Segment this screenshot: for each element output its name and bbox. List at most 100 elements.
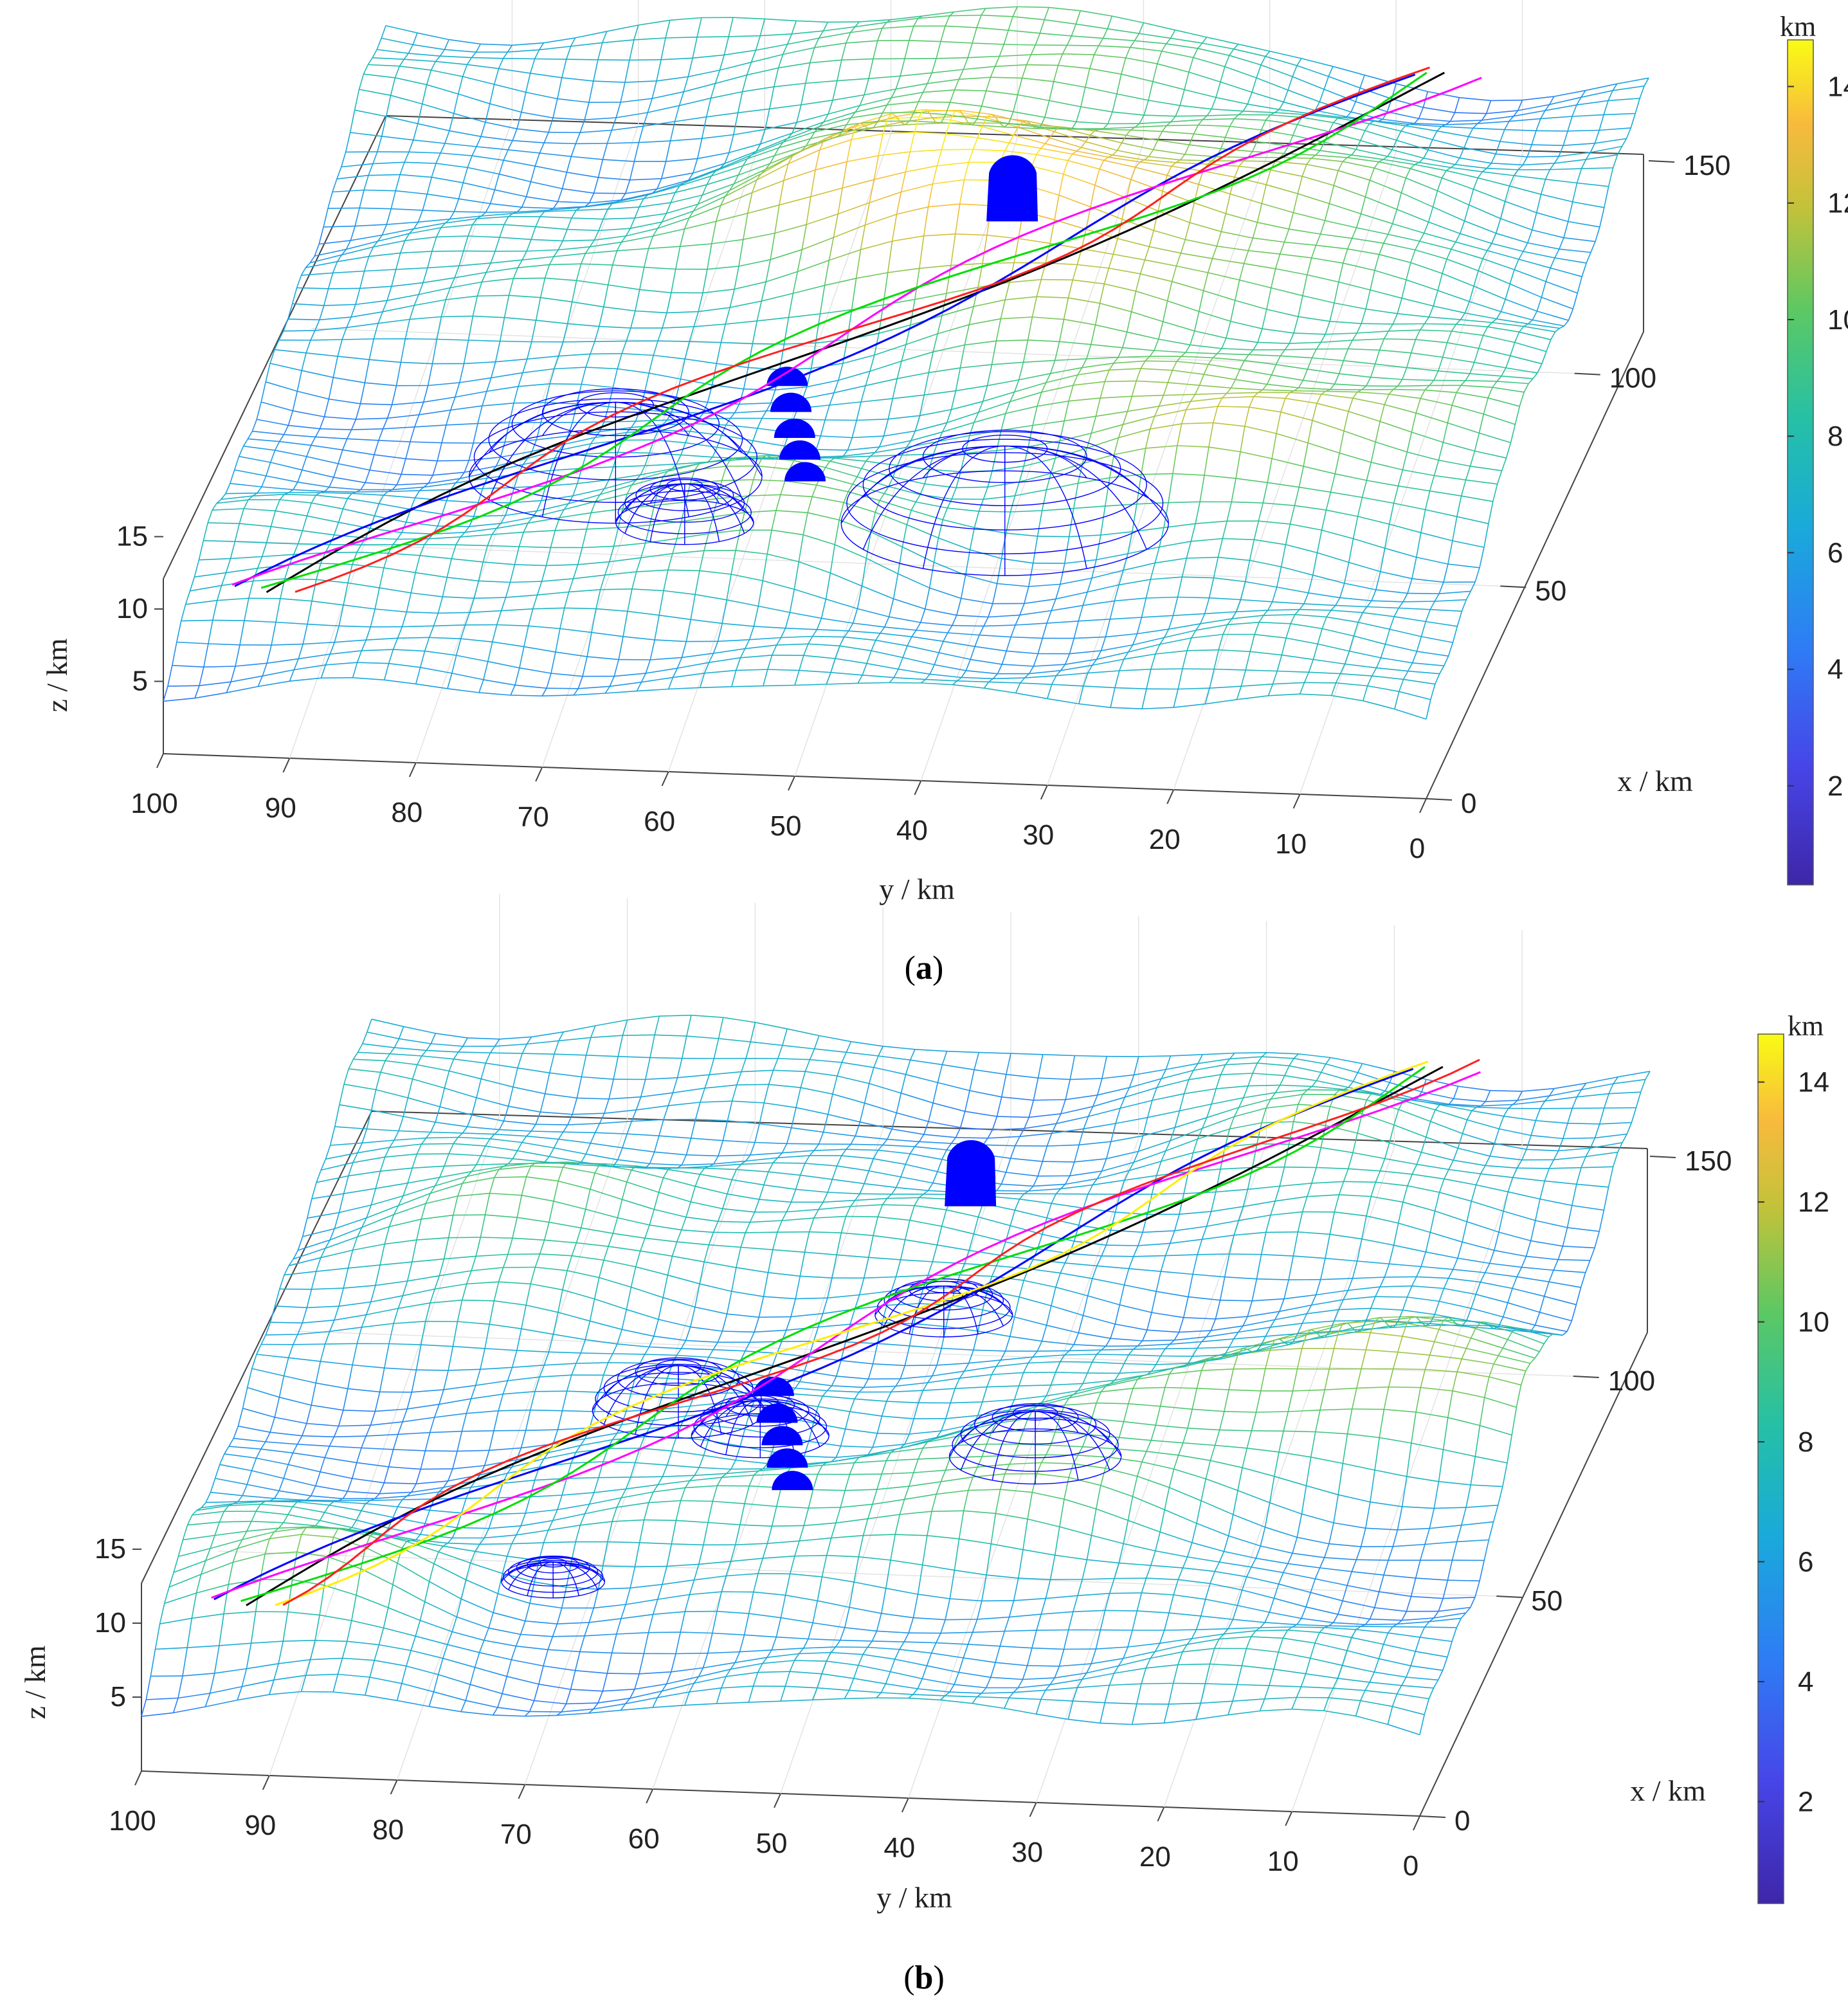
- mesh-line: [919, 608, 926, 623]
- mesh-line: [909, 132, 915, 152]
- mesh-line: [1456, 516, 1489, 525]
- mesh-line: [1245, 651, 1251, 671]
- mesh-line: [714, 69, 721, 84]
- mesh-line: [1344, 651, 1350, 664]
- mesh-line: [580, 129, 612, 133]
- mesh-line: [1346, 111, 1352, 118]
- mesh-line: [350, 311, 383, 318]
- mesh-line: [1451, 167, 1483, 172]
- mesh-line: [1265, 1527, 1298, 1538]
- mesh-line: [799, 669, 831, 673]
- mesh-line: [1108, 154, 1113, 158]
- mesh-line: [1123, 553, 1128, 571]
- mesh-line: [478, 580, 511, 583]
- mesh-line: [1182, 1567, 1215, 1572]
- mesh-line: [1215, 96, 1248, 105]
- mesh-line: [502, 1693, 534, 1702]
- mesh-line: [688, 172, 694, 181]
- mesh-line: [333, 463, 339, 478]
- mesh-line: [850, 26, 856, 33]
- mesh-line: [1049, 360, 1056, 374]
- mesh-line: [342, 1657, 375, 1661]
- mesh-line: [1415, 329, 1421, 340]
- mesh-line: [454, 266, 460, 278]
- mesh-line: [1146, 1664, 1178, 1669]
- mesh-line: [1049, 100, 1082, 107]
- mesh-line: [729, 173, 761, 192]
- mesh-line: [438, 612, 470, 614]
- mesh-line: [1197, 42, 1203, 49]
- mesh-line: [417, 123, 450, 132]
- mesh-line: [794, 684, 827, 686]
- mesh-line: [669, 121, 676, 141]
- mesh-line: [607, 1673, 640, 1675]
- mesh-line: [360, 482, 366, 490]
- mesh-line: [315, 1485, 348, 1492]
- mesh-line: [581, 367, 586, 385]
- mesh-line: [440, 223, 446, 228]
- mesh-line: [855, 104, 887, 113]
- mesh-line: [1166, 166, 1172, 176]
- mesh-line: [815, 339, 847, 344]
- mesh-line: [275, 510, 307, 516]
- mesh-line: [487, 660, 520, 669]
- mesh-line: [1334, 302, 1366, 310]
- mesh-line: [198, 540, 204, 560]
- mesh-line: [337, 256, 369, 262]
- mesh-line: [684, 83, 716, 93]
- mesh-line: [572, 564, 579, 579]
- mesh-line: [422, 385, 429, 403]
- mesh-line: [514, 668, 520, 686]
- mesh-line: [1109, 363, 1114, 370]
- mesh-line: [1001, 651, 1007, 665]
- mesh-line: [384, 679, 416, 685]
- mesh-line: [722, 623, 754, 627]
- mesh-line: [1126, 134, 1158, 141]
- mesh-line: [968, 306, 974, 325]
- mesh-line: [959, 203, 992, 206]
- mesh-line: [955, 367, 961, 391]
- mesh-line: [1554, 248, 1560, 259]
- mesh-line: [507, 1466, 539, 1474]
- mesh-line: [1483, 414, 1516, 425]
- mesh-line: [665, 36, 698, 39]
- mesh-line: [450, 482, 457, 490]
- mesh-line: [411, 1540, 444, 1547]
- mesh-line: [1316, 403, 1349, 412]
- mesh-line: [756, 301, 763, 322]
- mesh-line: [711, 239, 744, 244]
- mesh-line: [1523, 242, 1528, 252]
- mesh-line: [491, 372, 523, 379]
- mesh-line: [505, 582, 511, 598]
- mesh-line: [1402, 671, 1409, 680]
- mesh-line: [363, 73, 395, 78]
- mesh-line: [1501, 457, 1507, 471]
- mesh-line: [794, 1660, 827, 1662]
- mesh-line: [1076, 106, 1082, 122]
- mesh-line: [415, 1635, 448, 1646]
- mesh-line: [855, 118, 888, 127]
- mesh-line: [1490, 99, 1523, 102]
- mesh-line: [242, 1531, 275, 1540]
- mesh-line: [274, 340, 280, 350]
- mesh-line: [1397, 298, 1402, 314]
- mesh-line: [1073, 1700, 1105, 1704]
- mesh-line: [864, 78, 869, 95]
- mesh-line: [1076, 23, 1108, 30]
- mesh-line: [1436, 177, 1443, 191]
- mesh-line: [1240, 426, 1246, 452]
- mesh-line: [1452, 626, 1458, 643]
- mesh-line: [698, 1668, 731, 1678]
- mesh-line: [1163, 523, 1196, 529]
- mesh-line: [475, 1666, 507, 1677]
- mesh-line: [1217, 538, 1224, 558]
- mesh-line: [1351, 149, 1357, 156]
- mesh-line: [1168, 1612, 1201, 1617]
- mesh-line: [239, 523, 271, 527]
- mesh-line: [350, 132, 382, 137]
- mesh-line: [1359, 75, 1365, 89]
- mesh-line: [614, 673, 646, 677]
- mesh-line: [1065, 659, 1097, 665]
- mesh-line: [1333, 1522, 1366, 1529]
- mesh-line: [534, 58, 566, 60]
